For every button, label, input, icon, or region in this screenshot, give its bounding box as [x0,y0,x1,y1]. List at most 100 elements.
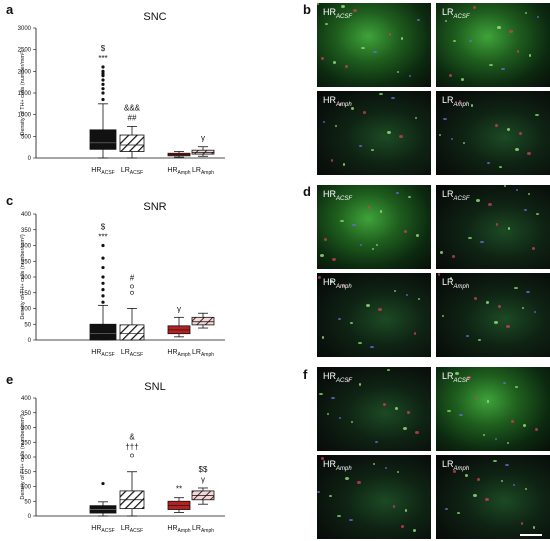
significance-marker: γ [201,475,205,484]
cell-speck [515,386,518,388]
significance-marker: $ [101,223,106,232]
x-group-label: LRAmph [192,349,214,358]
cell-speck [440,251,443,254]
cell-speck [443,118,447,120]
cell-speck [403,427,407,430]
cell-speck [461,78,464,81]
significance-marker: *** [98,233,107,242]
micrograph-image: HRACSF [317,3,431,87]
outlier-point [101,65,105,69]
cell-speck [499,166,502,168]
cell-speck [379,93,383,95]
significance-marker: γ [177,304,181,313]
cell-speck [524,209,527,211]
y-tick-label: 0 [28,338,32,344]
outlier-point [130,290,134,295]
panel-letter-c: c [6,193,14,208]
scale-bar [520,534,542,536]
cell-speck [320,254,324,257]
panel-letter-d: d [303,184,311,199]
cell-speck [358,342,362,344]
micrograph-image: LRACSF [436,3,550,87]
box-lr_acsf [119,324,145,341]
cell-speck [442,315,444,317]
cell-speck [401,525,404,528]
cell-speck [387,131,391,134]
y-tick-label: 150 [21,470,32,476]
cell-speck [463,142,465,144]
cell-speck [317,3,319,5]
cell-speck [504,185,506,187]
y-tick-label: 0 [28,514,32,520]
y-tick-label: 400 [21,212,32,218]
cell-speck [321,57,324,60]
significance-marker: &&& [124,103,141,112]
chart-title: SNR [143,201,166,213]
cell-speck [451,138,453,140]
cell-speck [535,114,539,116]
y-tick-label: 50 [24,322,31,328]
significance-marker: γ [201,134,205,143]
micrograph-label: LRACSF [442,189,470,202]
micrograph-image: LRAmph [436,91,550,175]
cell-speck [505,464,509,466]
micrograph-image: LRACSF [436,185,550,269]
cell-speck [513,484,515,486]
outlier-point [101,288,105,292]
micrograph-label: HRACSF [323,189,353,202]
cell-speck [527,152,531,155]
cell-speck [489,64,493,66]
snl-box-chart: SNL Density of TH+ cells (number/mm²) 0 50 1… [20,381,225,534]
y-tick-label: 200 [21,275,32,281]
cell-speck [387,369,390,371]
cell-speck [476,199,480,202]
cell-speck [501,68,505,70]
micrograph-label: LRAmph [442,95,470,108]
x-group-label: HRACSF [91,349,114,358]
panel-letter-a: a [6,2,14,17]
box-lr_amph [191,316,215,326]
cell-speck [389,33,391,36]
y-tick-label: 2500 [18,48,32,54]
panel-letter-f: f [303,367,308,382]
cell-speck [372,248,374,250]
cell-speck [339,103,342,106]
cell-speck [349,519,353,521]
outlier-point [101,91,105,95]
cell-speck [393,505,395,508]
cell-speck [370,346,374,348]
cell-speck [404,230,407,233]
cell-speck [359,145,362,147]
micrograph-image: LRAmph [436,273,550,357]
cell-speck [478,339,481,341]
cell-speck [487,162,490,164]
y-tick-label: 200 [21,455,32,461]
significance-marker: *** [98,54,107,63]
cell-speck [347,379,349,382]
cell-speck [494,321,498,324]
cell-speck [445,20,447,22]
cell-speck [317,491,320,493]
cell-speck [517,50,519,53]
y-tick-label: 1500 [18,91,32,97]
cell-speck [523,424,526,427]
cell-speck [416,234,419,237]
cell-speck [401,37,403,40]
cell-speck [342,284,345,287]
micrograph-label: LRACSF [442,7,470,20]
cell-speck [330,280,333,283]
y-tick-label: 1000 [18,113,32,119]
cell-speck [351,107,354,110]
outlier-point [101,82,105,86]
cell-speck [321,457,324,460]
cell-speck [488,203,492,206]
cell-speck [409,75,411,77]
significance-marker: ** [176,485,182,494]
cell-speck [506,325,510,328]
x-group-label: LRAmph [192,525,214,534]
cell-speck [475,396,477,399]
cell-speck [468,237,472,239]
cell-speck [418,298,420,300]
cell-speck [368,206,370,209]
outlier-point [101,281,105,285]
